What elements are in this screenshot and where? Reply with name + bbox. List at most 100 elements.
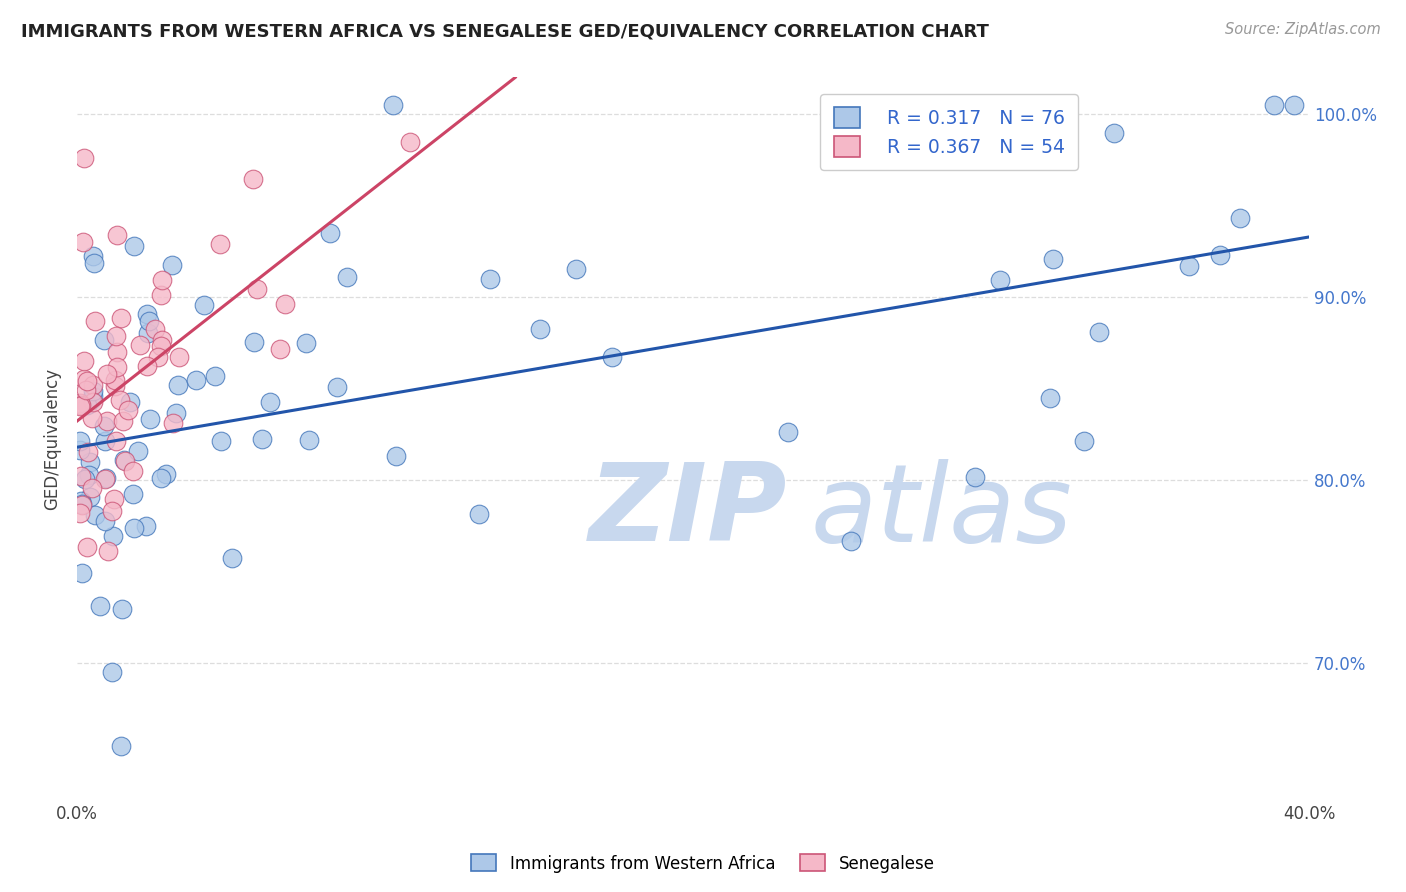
Point — [104, 434, 127, 449]
Point — [94, 471, 117, 485]
Point — [160, 258, 183, 272]
Point — [146, 350, 169, 364]
Point — [94, 473, 117, 487]
Point — [72, 235, 94, 250]
Point — [209, 236, 232, 251]
Point — [93, 333, 115, 347]
Point — [167, 351, 190, 365]
Point — [298, 433, 321, 447]
Point — [100, 504, 122, 518]
Legend: Immigrants from Western Africa, Senegalese: Immigrants from Western Africa, Senegale… — [465, 847, 941, 880]
Point — [246, 282, 269, 296]
Point — [1042, 252, 1064, 266]
Point — [79, 455, 101, 469]
Point — [105, 359, 128, 374]
Point — [110, 739, 132, 754]
Point — [96, 413, 118, 427]
Point — [111, 601, 134, 615]
Point — [105, 228, 128, 243]
Point — [104, 374, 127, 388]
Point — [84, 314, 107, 328]
Point — [101, 665, 124, 680]
Point — [70, 398, 93, 412]
Point — [243, 335, 266, 350]
Point — [184, 373, 207, 387]
Point — [1073, 434, 1095, 448]
Point — [70, 498, 93, 512]
Point — [69, 442, 91, 457]
Point — [105, 345, 128, 359]
Point — [80, 481, 103, 495]
Point — [165, 407, 187, 421]
Point — [399, 135, 422, 149]
Point — [150, 272, 173, 286]
Point — [250, 432, 273, 446]
Point — [103, 528, 125, 542]
Point — [97, 543, 120, 558]
Point — [82, 395, 104, 409]
Point — [69, 399, 91, 413]
Point — [105, 328, 128, 343]
Point — [72, 497, 94, 511]
Point — [136, 307, 159, 321]
Point — [69, 469, 91, 483]
Point — [82, 378, 104, 392]
Point — [143, 322, 166, 336]
Point — [1178, 259, 1201, 273]
Point — [121, 487, 143, 501]
Point — [1038, 391, 1060, 405]
Point — [209, 434, 232, 448]
Point — [80, 393, 103, 408]
Point — [138, 314, 160, 328]
Point — [325, 380, 347, 394]
Point — [93, 419, 115, 434]
Point — [269, 342, 291, 356]
Point — [478, 272, 501, 286]
Point — [79, 490, 101, 504]
Point — [204, 368, 226, 383]
Point — [69, 434, 91, 448]
Point — [76, 383, 98, 397]
Point — [82, 389, 104, 403]
Text: atlas: atlas — [810, 458, 1071, 564]
Text: ZIP: ZIP — [588, 458, 787, 565]
Point — [112, 453, 135, 467]
Point — [96, 367, 118, 381]
Point — [129, 338, 152, 352]
Point — [155, 467, 177, 481]
Text: IMMIGRANTS FROM WESTERN AFRICA VS SENEGALESE GED/EQUIVALENCY CORRELATION CHART: IMMIGRANTS FROM WESTERN AFRICA VS SENEGA… — [21, 22, 988, 40]
Point — [565, 262, 588, 277]
Point — [110, 392, 132, 407]
Point — [136, 326, 159, 341]
Point — [73, 372, 96, 386]
Point — [150, 334, 173, 348]
Point — [110, 310, 132, 325]
Point — [319, 226, 342, 240]
Point — [135, 519, 157, 533]
Point — [149, 471, 172, 485]
Point — [385, 449, 408, 463]
Point — [1102, 126, 1125, 140]
Point — [89, 599, 111, 614]
Point — [162, 417, 184, 431]
Text: Source: ZipAtlas.com: Source: ZipAtlas.com — [1225, 22, 1381, 37]
Point — [82, 384, 104, 398]
Point — [72, 354, 94, 368]
Point — [77, 468, 100, 483]
Point — [124, 239, 146, 253]
Point — [242, 172, 264, 186]
Point — [336, 270, 359, 285]
Point — [1087, 325, 1109, 339]
Point — [94, 434, 117, 449]
Point — [84, 508, 107, 523]
Point — [295, 335, 318, 350]
Point — [1209, 248, 1232, 262]
Point — [150, 287, 173, 301]
Y-axis label: GED/Equivalency: GED/Equivalency — [44, 368, 60, 510]
Point — [127, 443, 149, 458]
Point — [112, 414, 135, 428]
Point — [104, 379, 127, 393]
Point — [69, 395, 91, 409]
Point — [72, 151, 94, 165]
Point — [122, 521, 145, 535]
